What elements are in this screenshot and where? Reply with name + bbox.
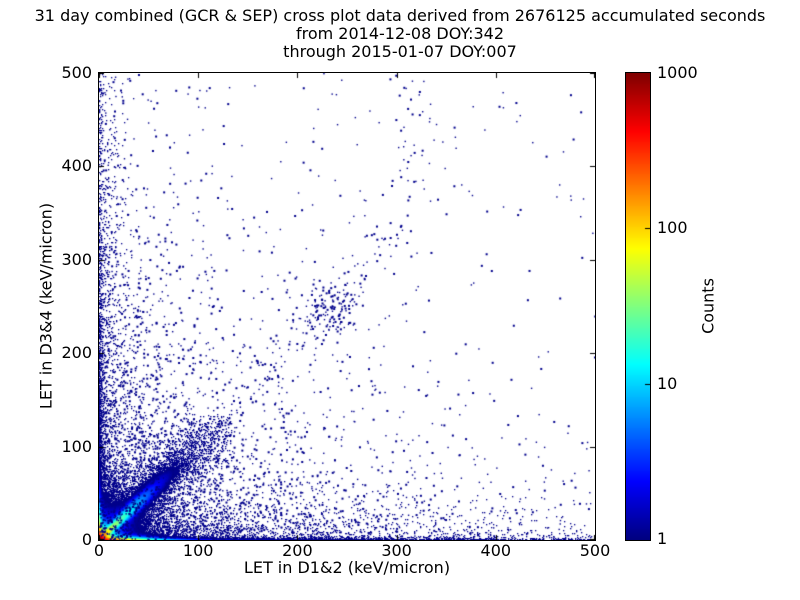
x-tick-label-200: 200: [282, 541, 313, 560]
x-axis-label: LET in D1&2 (keV/micron): [243, 558, 451, 577]
x-tick-label-0: 0: [93, 541, 105, 560]
colorbar-label: Counts: [698, 278, 718, 334]
y-tick-label-0: 0: [81, 530, 92, 549]
x-tick-label-500: 500: [579, 541, 611, 560]
chart-subtitle-through: through 2015-01-07 DOY:007: [283, 42, 517, 61]
plot-area: [98, 72, 596, 541]
y-tick-label-400: 400: [61, 156, 92, 176]
colorbar-tick-label-1000: 1000: [657, 63, 698, 82]
colorbar-tick-label-1: 1: [657, 529, 668, 548]
y-tick-label-300: 300: [61, 249, 92, 269]
y-tick-label-200: 200: [61, 343, 92, 363]
colorbar: [625, 72, 651, 541]
x-tick-label-100: 100: [182, 541, 214, 560]
y-axis-label: LET in D3&4 (keV/micron): [36, 202, 56, 410]
x-tick-label-400: 400: [480, 541, 512, 560]
colorbar-tick-label-10: 10: [657, 373, 678, 393]
y-tick-label-100: 100: [61, 436, 92, 456]
x-tick-label-300: 300: [381, 541, 412, 560]
colorbar-gradient: [626, 73, 650, 540]
scatter-canvas: [99, 73, 595, 540]
y-tick-label-500: 500: [61, 63, 92, 82]
chart-title: 31 day combined (GCR & SEP) cross plot d…: [34, 6, 766, 25]
colorbar-tick-label-100: 100: [657, 218, 688, 238]
chart-subtitle-from: from 2014-12-08 DOY:342: [295, 24, 504, 43]
